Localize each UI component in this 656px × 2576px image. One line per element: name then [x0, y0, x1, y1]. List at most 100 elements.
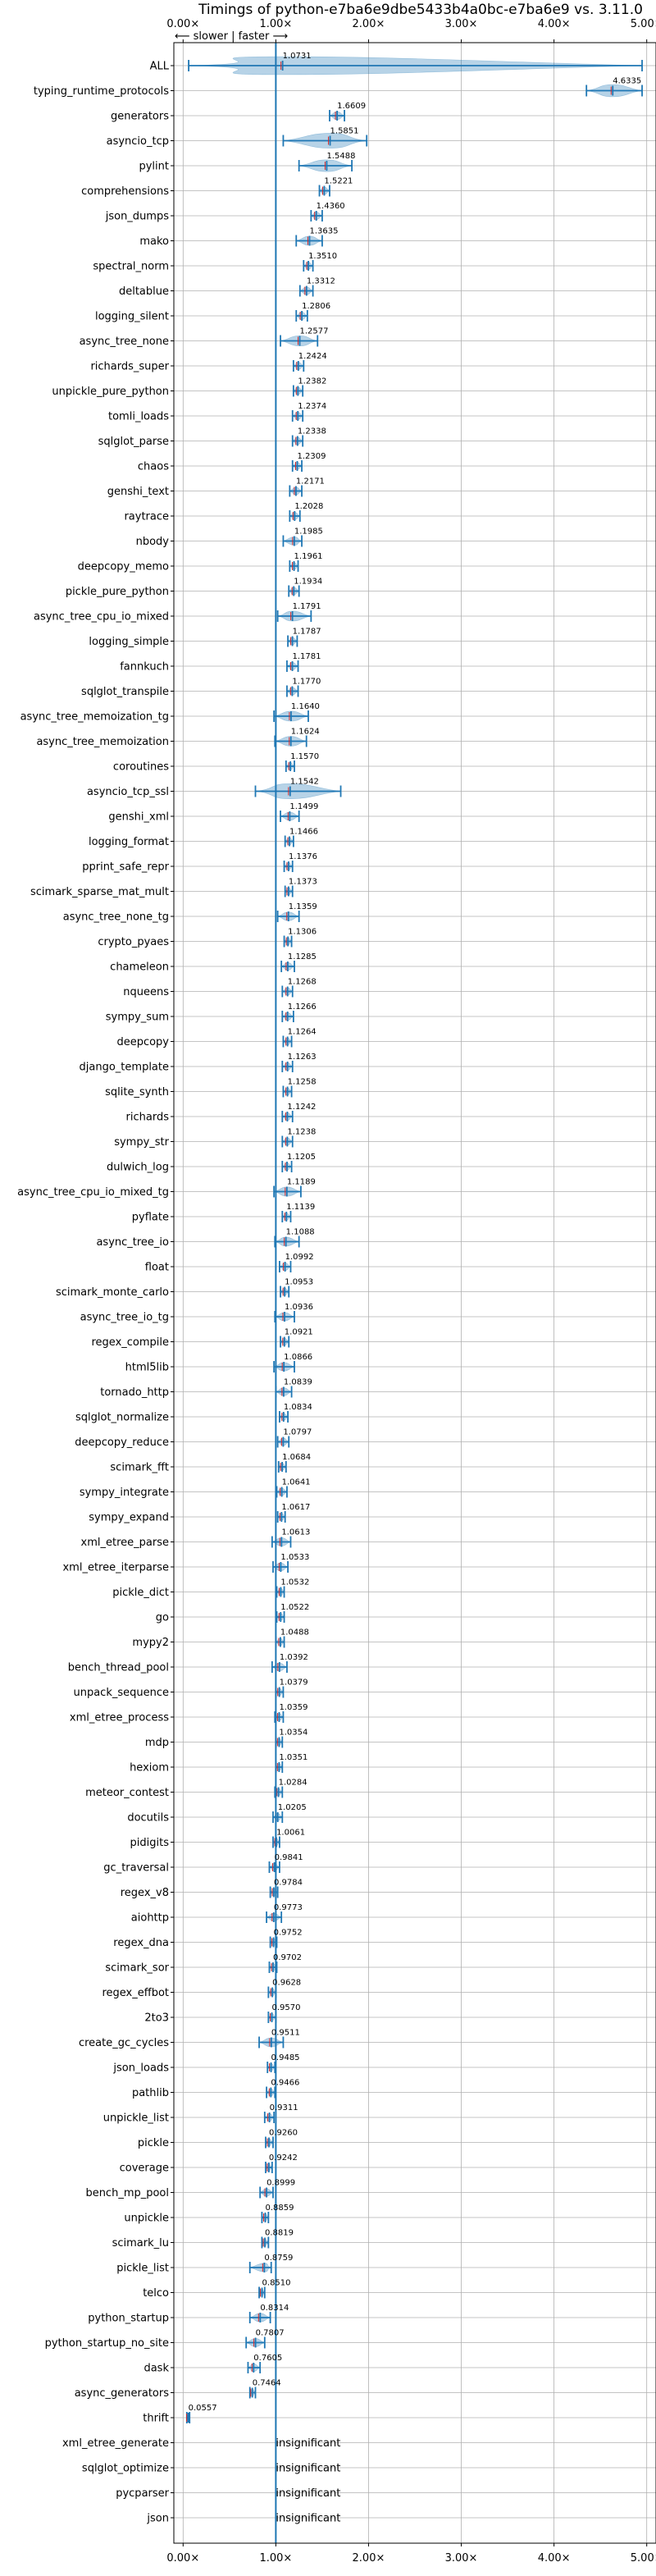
value-label: 1.0379	[280, 1679, 308, 1688]
category-label: comprehensions	[81, 185, 169, 198]
category-label: pidigits	[130, 1837, 170, 1849]
category-label: xml_etree_process	[70, 1712, 169, 1724]
category-label: sympy_expand	[89, 1512, 169, 1524]
category-label: regex_dna	[113, 1937, 169, 1949]
value-label: 0.8819	[265, 2229, 294, 2238]
value-label: 1.2374	[298, 402, 326, 411]
category-label: pylint	[139, 161, 169, 173]
category-label: scimark_lu	[112, 2237, 169, 2249]
plot-frame	[173, 42, 656, 2544]
category-label: unpickle_pure_python	[52, 386, 169, 398]
value-label: 0.7807	[256, 2329, 285, 2338]
x-tick-label-top: 3.00×	[445, 18, 478, 30]
category-label: raytrace	[124, 511, 169, 523]
x-tick-label-bottom: 4.00×	[538, 2552, 571, 2565]
category-label: pyflate	[132, 1212, 169, 1224]
insignificant-label: insignificant	[276, 2437, 340, 2450]
category-label: 2to3	[144, 2012, 169, 2025]
category-label: pathlib	[132, 2087, 169, 2099]
insignificant-label: insignificant	[276, 2463, 340, 2475]
value-label: 1.1359	[289, 902, 317, 911]
value-label: 1.0684	[282, 1453, 311, 1462]
value-label: 1.3635	[309, 227, 338, 236]
category-label: python_startup_no_site	[45, 2337, 169, 2350]
category-label: richards	[126, 1112, 170, 1124]
value-label: 1.1791	[293, 602, 321, 611]
category-label: mdp	[145, 1737, 169, 1749]
category-label: unpack_sequence	[73, 1687, 169, 1699]
value-label: 1.0351	[279, 1753, 308, 1762]
x-tick-label-top: 5.00×	[631, 18, 656, 30]
value-label: 1.1285	[288, 952, 317, 961]
category-label: pickle_pure_python	[66, 586, 169, 598]
category-label: mypy2	[132, 1637, 169, 1649]
category-label: django_template	[80, 1062, 169, 1074]
category-label: async_tree_memoization	[36, 736, 169, 748]
x-tick-label-top: 0.00×	[166, 18, 199, 30]
value-label: 1.5221	[324, 177, 353, 186]
value-label: 1.0488	[280, 1628, 309, 1637]
category-label: genshi_xml	[108, 811, 169, 824]
category-label: bench_mp_pool	[85, 2187, 169, 2199]
value-label: 0.9485	[271, 2053, 300, 2062]
category-label: regex_v8	[121, 1887, 169, 1899]
value-label: 0.9841	[275, 1853, 303, 1862]
category-label: sympy_str	[114, 1136, 169, 1149]
category-label: pickle_dict	[112, 1587, 169, 1599]
value-label: 1.1787	[293, 628, 321, 637]
value-label: 0.9570	[272, 2003, 301, 2012]
category-label: deltablue	[119, 285, 169, 298]
category-label: spectral_norm	[93, 261, 169, 273]
value-label: 0.7605	[253, 2354, 282, 2363]
category-label: logging_silent	[95, 311, 169, 323]
category-label: scimark_monte_carlo	[56, 1286, 169, 1299]
value-label: 1.1542	[290, 778, 319, 787]
value-label: 1.3510	[308, 252, 337, 261]
value-label: 1.1466	[289, 828, 318, 837]
value-label: 1.0522	[280, 1603, 309, 1612]
category-label: asyncio_tcp_ssl	[87, 786, 169, 798]
category-label: go	[156, 1612, 169, 1624]
x-tick-labels: 0.00× 0.00× 1.00× 1.00× 2.00× 2.00× 3.00× 3.00×…	[166, 18, 656, 2565]
category-label: nbody	[136, 536, 170, 548]
value-label: 1.2338	[298, 427, 326, 436]
category-label: sqlglot_transpile	[81, 686, 169, 698]
value-label: 1.1640	[291, 702, 320, 711]
category-label: regex_effbot	[102, 1987, 169, 1999]
value-labels: 1.0731 4.6335 1.6609 1.5851 1.5488 1.5221 1.43…	[189, 52, 642, 2525]
value-label: 1.2309	[297, 452, 326, 461]
value-label: 1.1376	[289, 852, 317, 861]
value-label: 1.0992	[285, 1253, 314, 1262]
category-label: async_tree_memoization_tg	[20, 711, 169, 724]
value-label: 1.1306	[288, 928, 317, 937]
value-label: 1.0641	[282, 1478, 311, 1487]
value-label: 1.1263	[288, 1053, 317, 1062]
value-label: 0.9242	[269, 2154, 298, 2163]
value-label: 1.0061	[276, 1829, 305, 1838]
value-label: 0.7464	[253, 2379, 281, 2388]
category-label: thrift	[143, 2413, 169, 2425]
category-label: sqlite_synth	[105, 1086, 169, 1098]
category-label: genshi_text	[107, 486, 169, 498]
category-label: json	[146, 2513, 169, 2525]
category-label: deepcopy_reduce	[75, 1436, 169, 1449]
category-label: sqlglot_parse	[98, 436, 169, 448]
category-label: async_tree_none_tg	[63, 911, 169, 924]
value-label: 1.1189	[287, 1178, 316, 1187]
value-label: 1.0921	[285, 1328, 313, 1337]
value-label: 1.0797	[283, 1428, 312, 1437]
category-label: asyncio_tcp	[107, 135, 169, 148]
category-label: sqlglot_optimize	[82, 2463, 169, 2475]
category-label: richards_super	[90, 361, 169, 373]
value-label: 0.9311	[270, 2103, 298, 2112]
value-label: 1.3312	[307, 277, 335, 286]
category-label: json_loads	[112, 2062, 169, 2075]
category-label: deepcopy	[116, 1036, 169, 1048]
value-label: 1.2171	[296, 477, 325, 486]
category-label: async_tree_cpu_io_mixed	[34, 611, 169, 623]
category-label: async_generators	[75, 2387, 170, 2400]
category-label: scimark_fft	[110, 1462, 169, 1474]
value-label: 1.2028	[294, 502, 323, 511]
category-label: scimark_sor	[105, 1962, 169, 1975]
category-label: regex_compile	[91, 1336, 169, 1349]
